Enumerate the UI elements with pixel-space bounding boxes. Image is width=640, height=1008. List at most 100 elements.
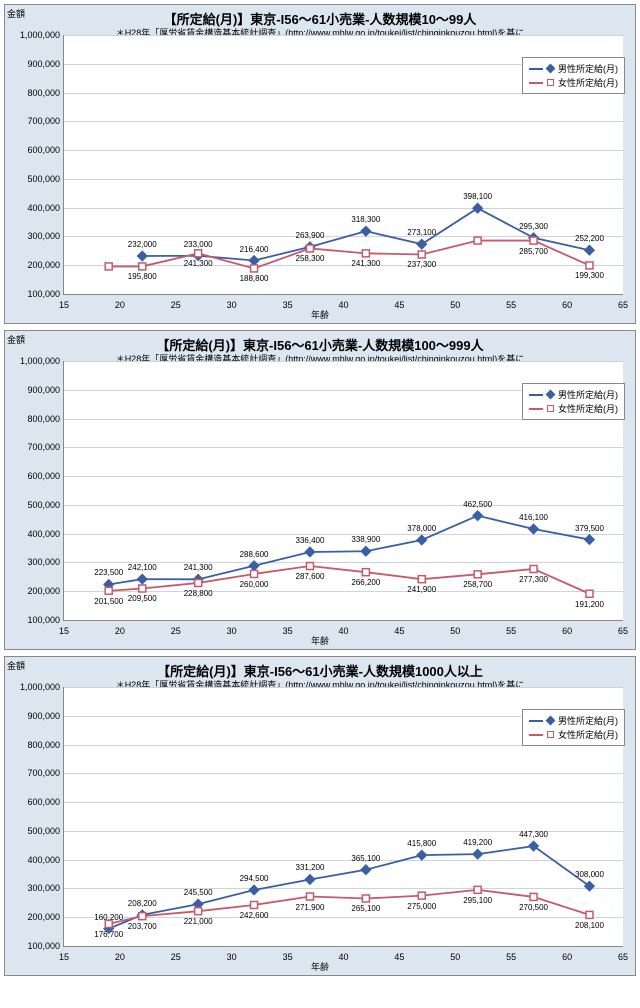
x-tick: 65: [618, 952, 628, 962]
data-label: 287,600: [295, 572, 324, 581]
y-tick: 700,000: [8, 442, 60, 452]
data-label: 416,100: [519, 513, 548, 522]
y-tick: 300,000: [8, 231, 60, 241]
x-axis-label: 年齢: [311, 634, 329, 647]
data-label: 338,900: [351, 535, 380, 544]
x-tick: 15: [59, 952, 69, 962]
y-tick: 100,000: [8, 289, 60, 299]
x-tick: 45: [394, 952, 404, 962]
x-tick: 65: [618, 300, 628, 310]
y-tick: 600,000: [8, 145, 60, 155]
y-tick: 900,000: [8, 59, 60, 69]
data-label: 201,500: [94, 597, 123, 606]
data-label: 233,000: [184, 240, 213, 249]
x-tick: 60: [562, 300, 572, 310]
data-label: 295,300: [519, 222, 548, 231]
y-axis-label: 金額: [7, 333, 25, 346]
data-label: 365,100: [351, 854, 380, 863]
data-label: 188,800: [240, 274, 269, 283]
chart-panel: 金額【所定給(月)】東京-I56～61小売業-人数規模1000人以上＊H28年「…: [4, 656, 636, 976]
y-tick: 500,000: [8, 174, 60, 184]
y-tick: 900,000: [8, 385, 60, 395]
data-label: 241,300: [351, 259, 380, 268]
x-tick: 65: [618, 626, 628, 636]
data-label: 242,100: [128, 563, 157, 572]
data-label: 266,200: [351, 578, 380, 587]
x-axis-label: 年齢: [311, 960, 329, 973]
y-tick: 400,000: [8, 529, 60, 539]
x-tick: 60: [562, 952, 572, 962]
y-tick: 400,000: [8, 855, 60, 865]
data-label: 336,400: [295, 536, 324, 545]
y-axis-label: 金額: [7, 659, 25, 672]
data-label: 216,400: [240, 245, 269, 254]
x-tick: 25: [171, 300, 181, 310]
data-label: 419,200: [463, 838, 492, 847]
legend: 男性所定給(月)女性所定給(月): [522, 57, 625, 94]
x-tick: 20: [115, 626, 125, 636]
data-label: 209,500: [128, 594, 157, 603]
y-tick: 1,000,000: [8, 30, 60, 40]
chart-title: 【所定給(月)】東京-I56～61小売業-人数規模100～999人: [5, 331, 635, 354]
x-tick: 30: [227, 300, 237, 310]
legend-female: 女性所定給(月): [529, 76, 618, 89]
x-tick: 15: [59, 626, 69, 636]
chart-title: 【所定給(月)】東京-I56～61小売業-人数規模10～99人: [5, 5, 635, 28]
data-label: 270,500: [519, 903, 548, 912]
legend-female: 女性所定給(月): [529, 402, 618, 415]
data-label: 245,500: [184, 888, 213, 897]
data-label: 195,800: [128, 272, 157, 281]
y-tick: 500,000: [8, 826, 60, 836]
y-tick: 200,000: [8, 586, 60, 596]
x-tick: 20: [115, 300, 125, 310]
x-tick: 35: [283, 626, 293, 636]
y-tick: 200,000: [8, 260, 60, 270]
data-label: 273,100: [407, 228, 436, 237]
data-label: 379,500: [575, 524, 604, 533]
data-label: 242,600: [240, 911, 269, 920]
y-tick: 800,000: [8, 740, 60, 750]
data-label: 228,800: [184, 589, 213, 598]
data-label: 295,100: [463, 896, 492, 905]
data-label: 398,100: [463, 192, 492, 201]
y-tick: 600,000: [8, 471, 60, 481]
data-label: 237,300: [407, 260, 436, 269]
data-label: 263,900: [295, 231, 324, 240]
y-tick: 300,000: [8, 883, 60, 893]
data-label: 462,500: [463, 500, 492, 509]
data-label: 415,800: [407, 839, 436, 848]
y-tick: 100,000: [8, 941, 60, 951]
chart-panel: 金額【所定給(月)】東京-I56～61小売業-人数規模100～999人＊H28年…: [4, 330, 636, 650]
x-tick: 30: [227, 626, 237, 636]
y-axis-label: 金額: [7, 7, 25, 20]
x-tick: 55: [506, 300, 516, 310]
x-axis-label: 年齢: [311, 308, 329, 321]
x-tick: 55: [506, 626, 516, 636]
data-label: 199,300: [575, 271, 604, 280]
data-label: 288,600: [240, 550, 269, 559]
legend-male: 男性所定給(月): [529, 388, 618, 401]
legend: 男性所定給(月)女性所定給(月): [522, 709, 625, 746]
data-label: 294,500: [240, 874, 269, 883]
x-tick: 20: [115, 952, 125, 962]
data-label: 208,200: [128, 899, 157, 908]
data-label: 232,000: [128, 240, 157, 249]
x-tick: 40: [338, 626, 348, 636]
data-label: 252,200: [575, 234, 604, 243]
y-tick: 400,000: [8, 203, 60, 213]
x-tick: 45: [394, 626, 404, 636]
data-label: 176,700: [94, 930, 123, 939]
data-label: 275,000: [407, 902, 436, 911]
x-tick: 35: [283, 952, 293, 962]
x-tick: 35: [283, 300, 293, 310]
data-label: 271,900: [295, 903, 324, 912]
data-label: 308,000: [575, 870, 604, 879]
x-tick: 55: [506, 952, 516, 962]
x-tick: 40: [338, 300, 348, 310]
data-label: 241,900: [407, 585, 436, 594]
legend-female: 女性所定給(月): [529, 728, 618, 741]
data-label: 260,000: [240, 580, 269, 589]
y-tick: 300,000: [8, 557, 60, 567]
legend-male: 男性所定給(月): [529, 714, 618, 727]
y-tick: 600,000: [8, 797, 60, 807]
